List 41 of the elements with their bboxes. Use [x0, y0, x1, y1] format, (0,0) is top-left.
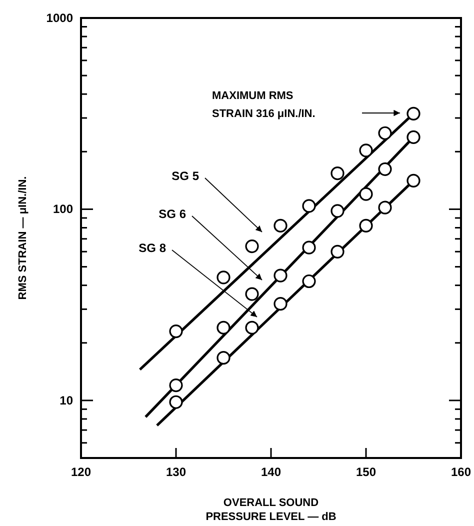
x-tick-label: 130: [166, 465, 186, 479]
point: [302, 240, 316, 254]
point: [330, 244, 344, 258]
point: [406, 106, 420, 120]
x-tick-label: 140: [260, 465, 282, 479]
point: [245, 287, 259, 301]
y-tick-label: 100: [52, 202, 74, 216]
point: [216, 320, 230, 335]
annotation: SG 6: [158, 207, 186, 221]
point: [169, 395, 183, 409]
y-tick-label: 1000: [46, 11, 74, 25]
y-axis-title: RMS STRAIN — μIN./IN.: [17, 176, 29, 300]
point: [406, 130, 420, 144]
point: [245, 239, 259, 254]
point: [216, 270, 230, 284]
point: [359, 218, 373, 232]
x-tick-label: 150: [356, 465, 376, 479]
point: [302, 274, 316, 288]
point: [406, 174, 420, 188]
x-tick-label: 160: [450, 465, 472, 479]
point: [216, 351, 230, 365]
point: [169, 324, 183, 338]
point: [330, 204, 344, 218]
point: [359, 144, 373, 158]
point: [359, 187, 373, 201]
point: [330, 166, 344, 180]
point: [245, 320, 259, 335]
x-axis-title: OVERALL SOUND PRESSURE LEVEL — dB: [206, 497, 336, 523]
annotation: SG 5: [172, 169, 200, 183]
point: [274, 218, 288, 232]
point: [274, 268, 288, 282]
x-tick-label: 120: [70, 465, 92, 479]
point: [378, 162, 392, 176]
y-tick-label: 10: [60, 393, 74, 408]
annotation: MAXIMUM RMS STRAIN 316 μIN./IN.: [212, 90, 316, 120]
point: [378, 126, 392, 140]
point: [378, 200, 392, 214]
point: [274, 297, 288, 311]
point: [302, 199, 316, 213]
annotation: SG 8: [138, 241, 166, 255]
point: [169, 378, 183, 392]
